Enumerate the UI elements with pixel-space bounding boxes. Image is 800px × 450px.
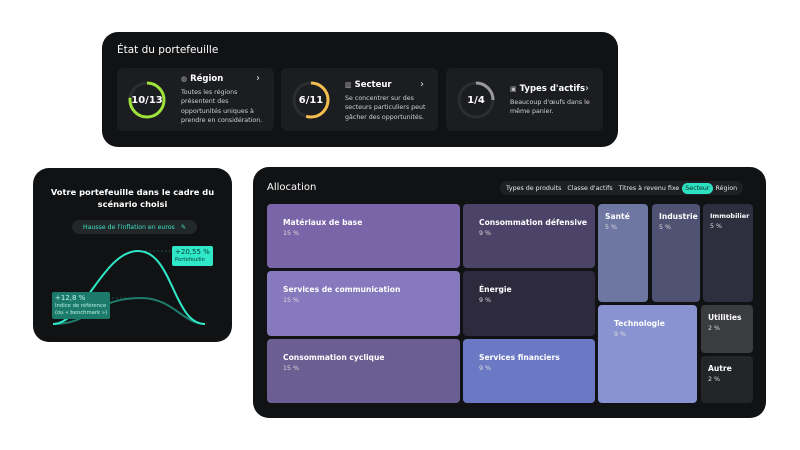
tile-name: Technologie: [614, 319, 665, 328]
tile-value: 2 %: [708, 325, 720, 332]
benchmark-text: Indice de référence: [55, 303, 107, 309]
status-card-2[interactable]: 1/4 ▣ Types d'actifs › Beaucoup d'œufs da…: [446, 68, 603, 131]
tile-value: 5 %: [710, 223, 722, 230]
tile-name: Services financiers: [479, 353, 560, 362]
scenario-label: Hausse de l'inflation en euros: [83, 223, 175, 231]
status-card-label: Région: [190, 74, 224, 84]
allocation-title: Allocation: [267, 182, 317, 193]
portfolio-status-card: État du portefeuille 10/13 ◍ Région › Tou…: [102, 32, 618, 147]
treemap-tile[interactable]: Services de communication 15 %: [267, 271, 460, 336]
treemap-tile[interactable]: Santé 5 %: [598, 204, 648, 302]
status-card-0[interactable]: 10/13 ◍ Région › Toutes les régions prése…: [117, 68, 274, 131]
tile-name: Énergie: [479, 285, 512, 294]
tile-name: Consommation cyclique: [283, 353, 385, 362]
status-card-header: ▥ Secteur: [345, 80, 392, 90]
tile-value: 5 %: [659, 224, 671, 231]
portfolio-label: +20,55 % Portefeuille: [172, 246, 213, 266]
tile-name: Industrie: [659, 212, 698, 221]
progress-value: 10/13: [131, 94, 163, 106]
treemap-tile[interactable]: Industrie 5 %: [652, 204, 700, 302]
treemap-tile[interactable]: Services financiers 9 %: [463, 339, 595, 403]
treemap-tile[interactable]: Utilities 2 %: [701, 305, 753, 353]
progress-ring-fill: [292, 81, 330, 119]
briefcase-icon: ▣: [510, 85, 517, 93]
status-card-description: Se concentrer sur des secteurs particuli…: [345, 95, 426, 121]
status-card-header: ◍ Région: [181, 74, 223, 84]
tile-value: 5 %: [605, 224, 617, 231]
tab-0[interactable]: Types de produits: [506, 184, 562, 192]
tab-3[interactable]: Secteur: [682, 182, 713, 194]
portfolio-text: Portefeuille: [175, 257, 205, 263]
treemap-tile[interactable]: Immobilier 5 %: [703, 204, 753, 302]
benchmark-label: +12,8 % Indice de référence (ou « benchm…: [52, 292, 111, 319]
tab-4[interactable]: Région: [715, 184, 738, 192]
tab-2[interactable]: Titres à revenu fixe: [618, 184, 680, 192]
status-card-description: Beaucoup d'œufs dans le même panier.: [510, 99, 590, 116]
scenario-card: Votre portefeuille dans le cadre du scén…: [33, 168, 232, 342]
tile-name: Consommation défensive: [479, 218, 588, 227]
status-card-label: Secteur: [354, 80, 392, 90]
tile-value: 9 %: [479, 230, 491, 237]
treemap-tile[interactable]: Matériaux de base 15 %: [267, 204, 460, 268]
treemap-tile[interactable]: Consommation cyclique 15 %: [267, 339, 460, 403]
chevron-right-icon[interactable]: ›: [256, 73, 260, 84]
treemap-tile[interactable]: Consommation défensive 9 %: [463, 204, 595, 268]
tile-name: Autre: [708, 364, 732, 373]
bar-chart-icon: ▥: [345, 81, 352, 89]
pencil-icon: ✎: [180, 223, 186, 231]
tile-name: Santé: [605, 212, 630, 221]
treemap-tile[interactable]: Énergie 9 %: [463, 271, 595, 336]
progress-ring: 10/13: [127, 80, 167, 120]
progress-ring: 1/4: [456, 80, 496, 120]
status-title: État du portefeuille: [117, 44, 219, 56]
tile-value: 2 %: [708, 376, 720, 383]
progress-value: 6/11: [298, 94, 324, 106]
treemap-tile[interactable]: Technologie 9 %: [598, 305, 697, 403]
status-card-label: Types d'actifs: [519, 84, 586, 94]
chevron-right-icon[interactable]: ›: [585, 83, 589, 94]
benchmark-text-2: (ou « benchmark »): [55, 310, 108, 316]
allocation-tabs: Types de produits Classe d'actifs Titres à…: [500, 181, 744, 195]
status-card-1[interactable]: 6/11 ▥ Secteur › Se concentrer sur des se…: [281, 68, 438, 131]
tab-1[interactable]: Classe d'actifs: [567, 184, 613, 192]
progress-ring-fill: [457, 81, 495, 119]
tile-value: 15 %: [283, 297, 299, 304]
tile-value: 9 %: [479, 365, 491, 372]
tile-value: 9 %: [479, 297, 491, 304]
benchmark-value: +12,8 %: [55, 294, 86, 302]
chevron-right-icon[interactable]: ›: [420, 79, 424, 90]
status-card-description: Toutes les régions présentent des opport…: [181, 89, 263, 124]
scenario-title: Votre portefeuille dans le cadre du scén…: [50, 187, 215, 209]
tile-name: Matériaux de base: [283, 218, 363, 227]
portfolio-value: +20,55 %: [175, 248, 210, 256]
progress-ring: 6/11: [291, 80, 331, 120]
progress-ring-fill: [128, 81, 166, 119]
treemap-tile[interactable]: Autre 2 %: [701, 356, 753, 403]
tile-name: Services de communication: [283, 285, 401, 294]
progress-value: 1/4: [467, 94, 485, 106]
tile-value: 15 %: [283, 365, 299, 372]
tile-value: 9 %: [614, 331, 626, 338]
scenario-selector[interactable]: Hausse de l'inflation en euros ✎: [72, 220, 197, 234]
tile-name: Immobilier: [710, 212, 750, 220]
globe-icon: ◍: [181, 75, 188, 83]
allocation-card: Allocation Types de produits Classe d'act…: [253, 167, 766, 418]
tile-value: 15 %: [283, 230, 299, 237]
status-card-header: ▣ Types d'actifs: [510, 84, 585, 94]
tile-name: Utilities: [708, 313, 742, 322]
